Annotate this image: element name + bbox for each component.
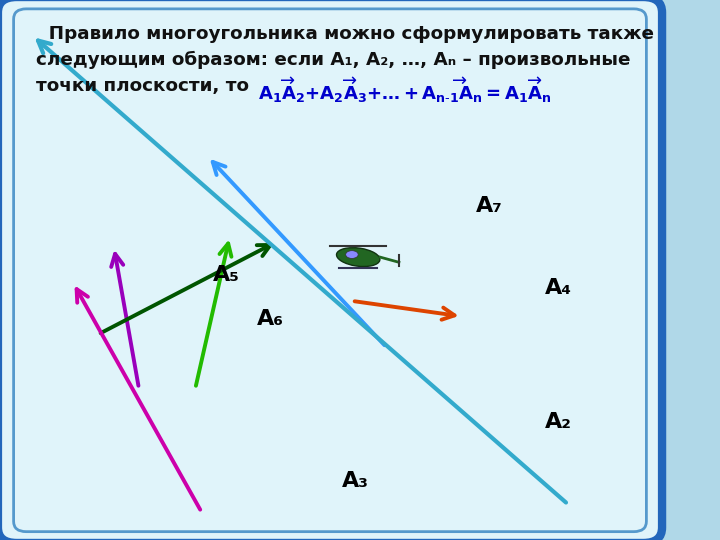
Ellipse shape xyxy=(346,251,358,259)
Text: А₂: А₂ xyxy=(545,412,572,432)
Text: А₇: А₇ xyxy=(476,195,503,215)
Ellipse shape xyxy=(336,248,380,267)
Text: А₃: А₃ xyxy=(341,471,369,491)
FancyBboxPatch shape xyxy=(0,0,662,540)
Text: точки плоскости, то: точки плоскости, то xyxy=(35,77,248,95)
Text: А₆: А₆ xyxy=(257,309,284,329)
Text: следующим образом: если А₁, А₂, …, Аₙ – произвольные: следующим образом: если А₁, А₂, …, Аₙ – … xyxy=(35,51,630,69)
Text: Правило многоугольника можно сформулировать также: Правило многоугольника можно сформулиров… xyxy=(35,25,654,43)
Text: $\overrightarrow{\mathbf{A_1A_2}}$$\mathbf{+}$$\overrightarrow{\mathbf{A_2A_3}}$: $\overrightarrow{\mathbf{A_1A_2}}$$\math… xyxy=(258,75,552,105)
Text: А₅: А₅ xyxy=(213,265,240,285)
Text: А₄: А₄ xyxy=(545,278,572,298)
